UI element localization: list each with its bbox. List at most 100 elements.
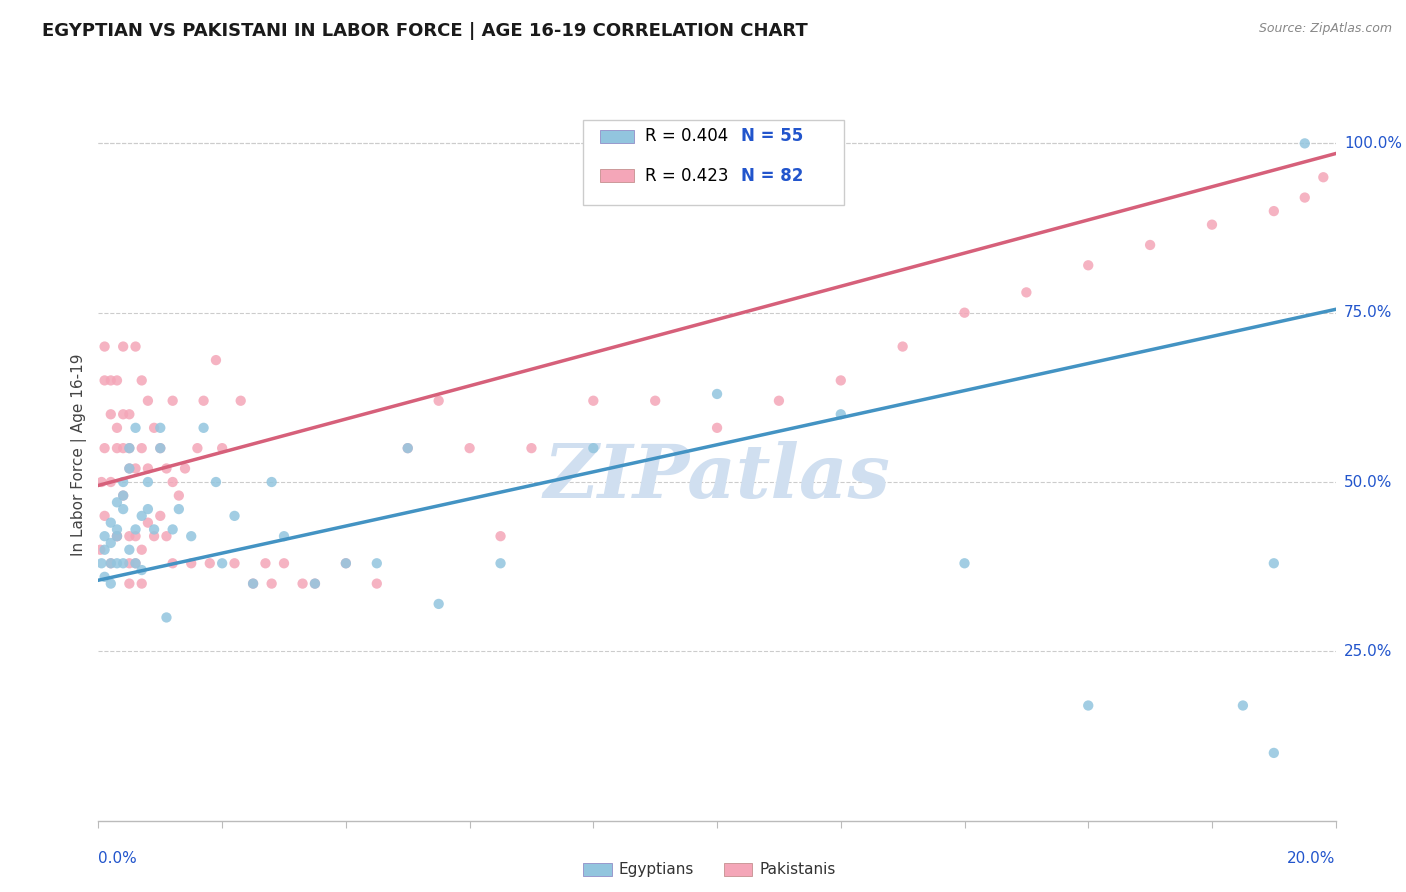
- Point: [180, 529, 202, 543]
- Point: [100, 516, 122, 530]
- Point: [118, 441, 141, 455]
- Point: [167, 489, 190, 503]
- Point: [105, 529, 128, 543]
- Point: [162, 393, 184, 408]
- Point: [112, 489, 135, 503]
- Point: [520, 441, 543, 455]
- Point: [211, 441, 233, 455]
- Point: [124, 529, 146, 543]
- Point: [953, 556, 976, 570]
- Point: [118, 407, 141, 421]
- Text: R = 0.423: R = 0.423: [645, 167, 728, 185]
- Point: [100, 556, 122, 570]
- Point: [112, 407, 135, 421]
- Point: [118, 461, 141, 475]
- Point: [162, 556, 184, 570]
- Point: [118, 542, 141, 557]
- Text: 25.0%: 25.0%: [1344, 644, 1392, 659]
- Point: [112, 340, 135, 354]
- Text: Egyptians: Egyptians: [619, 863, 695, 877]
- Point: [254, 556, 277, 570]
- Point: [124, 523, 146, 537]
- Point: [224, 508, 246, 523]
- Point: [155, 529, 177, 543]
- Point: [193, 393, 215, 408]
- Point: [396, 441, 419, 455]
- Point: [489, 529, 512, 543]
- Point: [100, 556, 122, 570]
- Point: [1263, 204, 1285, 219]
- Text: N = 55: N = 55: [741, 128, 803, 145]
- Point: [93, 529, 115, 543]
- Point: [118, 441, 141, 455]
- Point: [427, 393, 450, 408]
- Point: [198, 556, 221, 570]
- Point: [891, 340, 914, 354]
- Point: [131, 441, 153, 455]
- Point: [143, 421, 166, 435]
- Text: R = 0.404: R = 0.404: [645, 128, 728, 145]
- Point: [118, 529, 141, 543]
- Point: [582, 393, 605, 408]
- Point: [118, 461, 141, 475]
- Point: [335, 556, 357, 570]
- Text: N = 82: N = 82: [741, 167, 803, 185]
- Point: [131, 563, 153, 577]
- Point: [1077, 258, 1099, 272]
- Point: [100, 576, 122, 591]
- Text: EGYPTIAN VS PAKISTANI IN LABOR FORCE | AGE 16-19 CORRELATION CHART: EGYPTIAN VS PAKISTANI IN LABOR FORCE | A…: [42, 22, 808, 40]
- Point: [1201, 218, 1223, 232]
- Point: [1015, 285, 1038, 300]
- Point: [1312, 170, 1334, 185]
- Point: [93, 542, 115, 557]
- Point: [149, 508, 172, 523]
- Point: [427, 597, 450, 611]
- Point: [93, 441, 115, 455]
- Point: [1077, 698, 1099, 713]
- Point: [112, 489, 135, 503]
- Point: [149, 441, 172, 455]
- Point: [260, 576, 283, 591]
- Point: [136, 475, 159, 489]
- Point: [644, 393, 666, 408]
- Point: [205, 353, 228, 368]
- Point: [105, 523, 128, 537]
- Point: [105, 373, 128, 387]
- Point: [242, 576, 264, 591]
- Point: [100, 536, 122, 550]
- Point: [229, 393, 252, 408]
- Point: [186, 441, 208, 455]
- Point: [180, 556, 202, 570]
- Point: [260, 475, 283, 489]
- Point: [366, 556, 388, 570]
- Point: [89, 542, 111, 557]
- Point: [143, 523, 166, 537]
- Point: [458, 441, 481, 455]
- Point: [124, 461, 146, 475]
- Text: Pakistanis: Pakistanis: [759, 863, 835, 877]
- Point: [112, 502, 135, 516]
- Point: [155, 610, 177, 624]
- Point: [149, 441, 172, 455]
- Point: [149, 421, 172, 435]
- Point: [124, 556, 146, 570]
- Point: [100, 407, 122, 421]
- Point: [224, 556, 246, 570]
- Text: ZIPatlas: ZIPatlas: [544, 441, 890, 513]
- Point: [105, 556, 128, 570]
- Point: [273, 556, 295, 570]
- Point: [273, 529, 295, 543]
- Point: [131, 542, 153, 557]
- Point: [136, 502, 159, 516]
- Point: [136, 461, 159, 475]
- Point: [93, 508, 115, 523]
- Point: [335, 556, 357, 570]
- Text: 20.0%: 20.0%: [1288, 851, 1336, 866]
- Point: [830, 407, 852, 421]
- Point: [143, 529, 166, 543]
- Text: 0.0%: 0.0%: [98, 851, 138, 866]
- Point: [830, 373, 852, 387]
- Point: [105, 529, 128, 543]
- Point: [118, 576, 141, 591]
- Point: [124, 421, 146, 435]
